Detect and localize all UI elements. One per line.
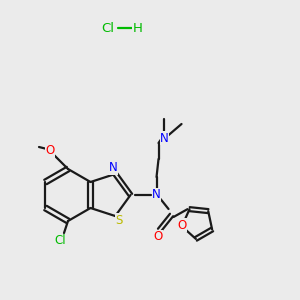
Text: Cl: Cl (101, 22, 115, 34)
Text: N: N (109, 161, 118, 175)
Text: O: O (177, 219, 187, 232)
Text: N: N (152, 188, 161, 202)
Text: H: H (133, 22, 143, 34)
Text: N: N (160, 131, 169, 145)
Text: O: O (153, 230, 162, 244)
Text: S: S (116, 214, 123, 226)
Text: O: O (45, 145, 55, 158)
Text: Cl: Cl (54, 235, 66, 248)
